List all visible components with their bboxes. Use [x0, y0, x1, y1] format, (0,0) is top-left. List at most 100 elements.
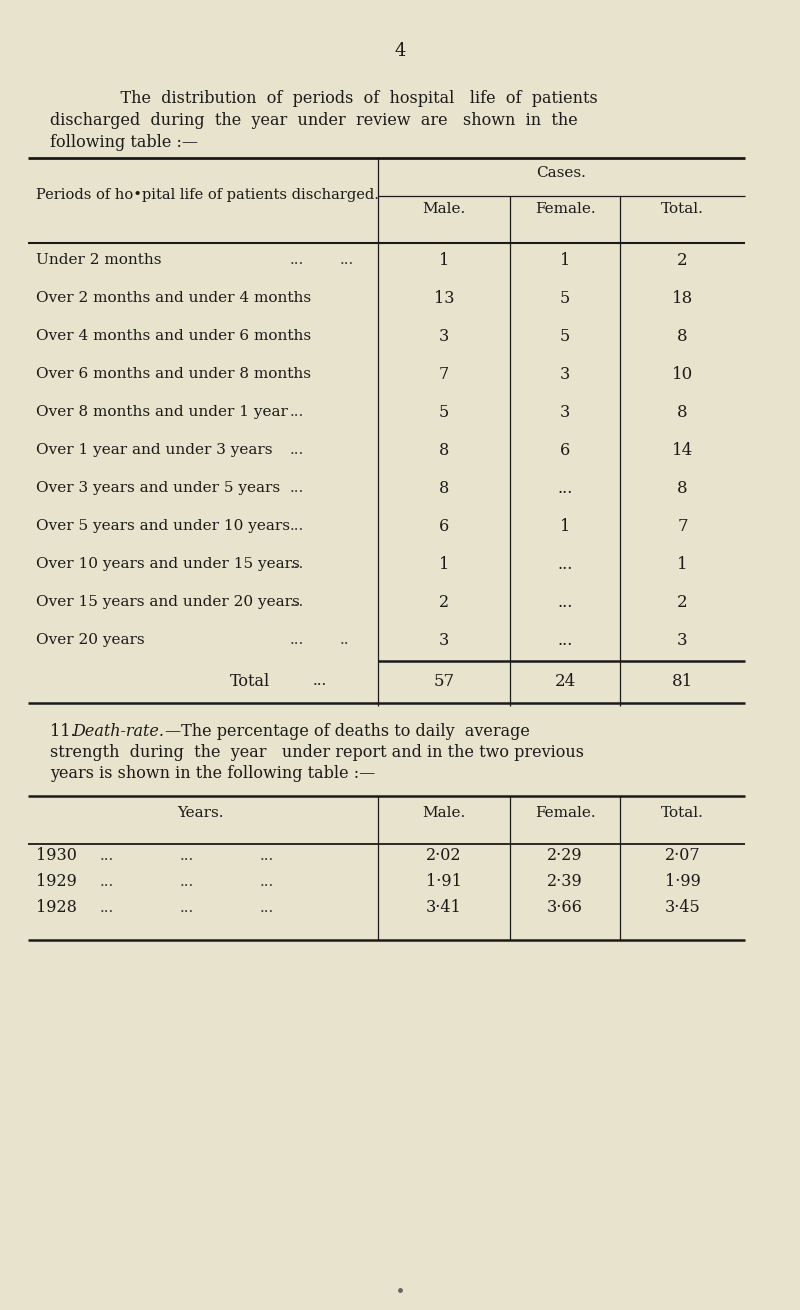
Text: Male.: Male. [422, 202, 466, 216]
Text: 5: 5 [439, 403, 449, 421]
Text: Over 8 months and under 1 year: Over 8 months and under 1 year [36, 405, 288, 419]
Text: 24: 24 [554, 672, 576, 689]
Text: Female.: Female. [534, 202, 595, 216]
Text: ...: ... [290, 291, 304, 305]
Text: 1: 1 [677, 555, 688, 572]
Text: ...: ... [100, 849, 114, 863]
Text: 1: 1 [560, 517, 570, 534]
Text: 3: 3 [560, 403, 570, 421]
Text: ...: ... [290, 519, 304, 533]
Text: Years.: Years. [177, 806, 223, 820]
Text: ...: ... [558, 593, 573, 610]
Text: Over 5 years and under 10 years: Over 5 years and under 10 years [36, 519, 290, 533]
Text: ...: ... [290, 595, 304, 609]
Text: Total: Total [230, 672, 270, 689]
Text: —The percentage of deaths to daily  average: —The percentage of deaths to daily avera… [165, 723, 530, 740]
Text: 14: 14 [672, 441, 693, 458]
Text: 57: 57 [434, 672, 454, 689]
Text: 18: 18 [672, 290, 693, 307]
Text: ...: ... [180, 849, 194, 863]
Text: 3·66: 3·66 [547, 900, 583, 917]
Text: 3·45: 3·45 [665, 900, 700, 917]
Text: ...: ... [558, 555, 573, 572]
Text: 5: 5 [560, 328, 570, 345]
Text: ...: ... [290, 253, 304, 267]
Text: ...: ... [180, 875, 194, 889]
Text: 6: 6 [560, 441, 570, 458]
Text: 1929: 1929 [36, 874, 77, 891]
Text: ...: ... [558, 631, 573, 648]
Text: 8: 8 [677, 403, 688, 421]
Text: 8: 8 [677, 328, 688, 345]
Text: 2: 2 [677, 593, 688, 610]
Text: Female.: Female. [534, 806, 595, 820]
Text: 1930: 1930 [36, 848, 77, 865]
Text: Over 6 months and under 8 months: Over 6 months and under 8 months [36, 367, 311, 381]
Text: ...: ... [290, 633, 304, 647]
Text: Male.: Male. [422, 806, 466, 820]
Text: 1·99: 1·99 [665, 874, 701, 891]
Text: 1: 1 [560, 252, 570, 269]
Text: 81: 81 [672, 672, 693, 689]
Text: ...: ... [260, 901, 274, 914]
Text: 11.: 11. [50, 723, 81, 740]
Text: 2·02: 2·02 [426, 848, 462, 865]
Text: The  distribution  of  periods  of  hospital   life  of  patients: The distribution of periods of hospital … [100, 90, 598, 107]
Text: 7: 7 [439, 365, 449, 383]
Text: 8: 8 [439, 479, 449, 496]
Text: 1: 1 [439, 555, 449, 572]
Text: ...: ... [180, 901, 194, 914]
Text: 4: 4 [394, 42, 406, 60]
Text: following table :—: following table :— [50, 134, 198, 151]
Text: Over 1 year and under 3 years: Over 1 year and under 3 years [36, 443, 273, 457]
Text: Total.: Total. [661, 806, 704, 820]
Text: Over 2 months and under 4 months: Over 2 months and under 4 months [36, 291, 311, 305]
Text: 8: 8 [677, 479, 688, 496]
Text: 2·07: 2·07 [665, 848, 700, 865]
Text: 10: 10 [672, 365, 693, 383]
Text: 1·91: 1·91 [426, 874, 462, 891]
Text: 2: 2 [677, 252, 688, 269]
Text: years is shown in the following table :—: years is shown in the following table :— [50, 765, 375, 782]
Text: ...: ... [290, 367, 304, 381]
Text: ...: ... [100, 901, 114, 914]
Text: 6: 6 [439, 517, 449, 534]
Text: discharged  during  the  year  under  review  are   shown  in  the: discharged during the year under review … [50, 111, 578, 128]
Text: 2: 2 [439, 593, 449, 610]
Text: 3·41: 3·41 [426, 900, 462, 917]
Text: 2·29: 2·29 [547, 848, 583, 865]
Text: 3: 3 [439, 328, 449, 345]
Text: 3: 3 [560, 365, 570, 383]
Text: 5: 5 [560, 290, 570, 307]
Text: Over 15 years and under 20 years: Over 15 years and under 20 years [36, 595, 300, 609]
Text: 3: 3 [677, 631, 688, 648]
Text: ...: ... [260, 849, 274, 863]
Text: 1: 1 [439, 252, 449, 269]
Text: Periods of ho•pital life of patients discharged.: Periods of ho•pital life of patients dis… [36, 189, 379, 202]
Text: ...: ... [340, 253, 354, 267]
Text: strength  during  the  year   under report and in the two previous: strength during the year under report an… [50, 744, 584, 761]
Text: Under 2 months: Under 2 months [36, 253, 162, 267]
Text: ...: ... [290, 329, 304, 343]
Text: Death-rate.: Death-rate. [72, 723, 164, 740]
Text: Total.: Total. [661, 202, 704, 216]
Text: Over 10 years and under 15 years: Over 10 years and under 15 years [36, 557, 300, 571]
Text: ...: ... [290, 405, 304, 419]
Text: ...: ... [558, 479, 573, 496]
Text: ...: ... [100, 875, 114, 889]
Text: 13: 13 [434, 290, 454, 307]
Text: ...: ... [290, 481, 304, 495]
Text: ...: ... [290, 557, 304, 571]
Text: 2·39: 2·39 [547, 874, 583, 891]
Text: ...: ... [290, 443, 304, 457]
Text: Cases.: Cases. [537, 166, 586, 179]
Text: 8: 8 [439, 441, 449, 458]
Text: Over 3 years and under 5 years: Over 3 years and under 5 years [36, 481, 280, 495]
Text: 3: 3 [439, 631, 449, 648]
Text: Over 20 years: Over 20 years [36, 633, 145, 647]
Text: Over 4 months and under 6 months: Over 4 months and under 6 months [36, 329, 311, 343]
Text: ...: ... [313, 675, 327, 688]
Text: 1928: 1928 [36, 900, 77, 917]
Text: 7: 7 [677, 517, 688, 534]
Text: ...: ... [260, 875, 274, 889]
